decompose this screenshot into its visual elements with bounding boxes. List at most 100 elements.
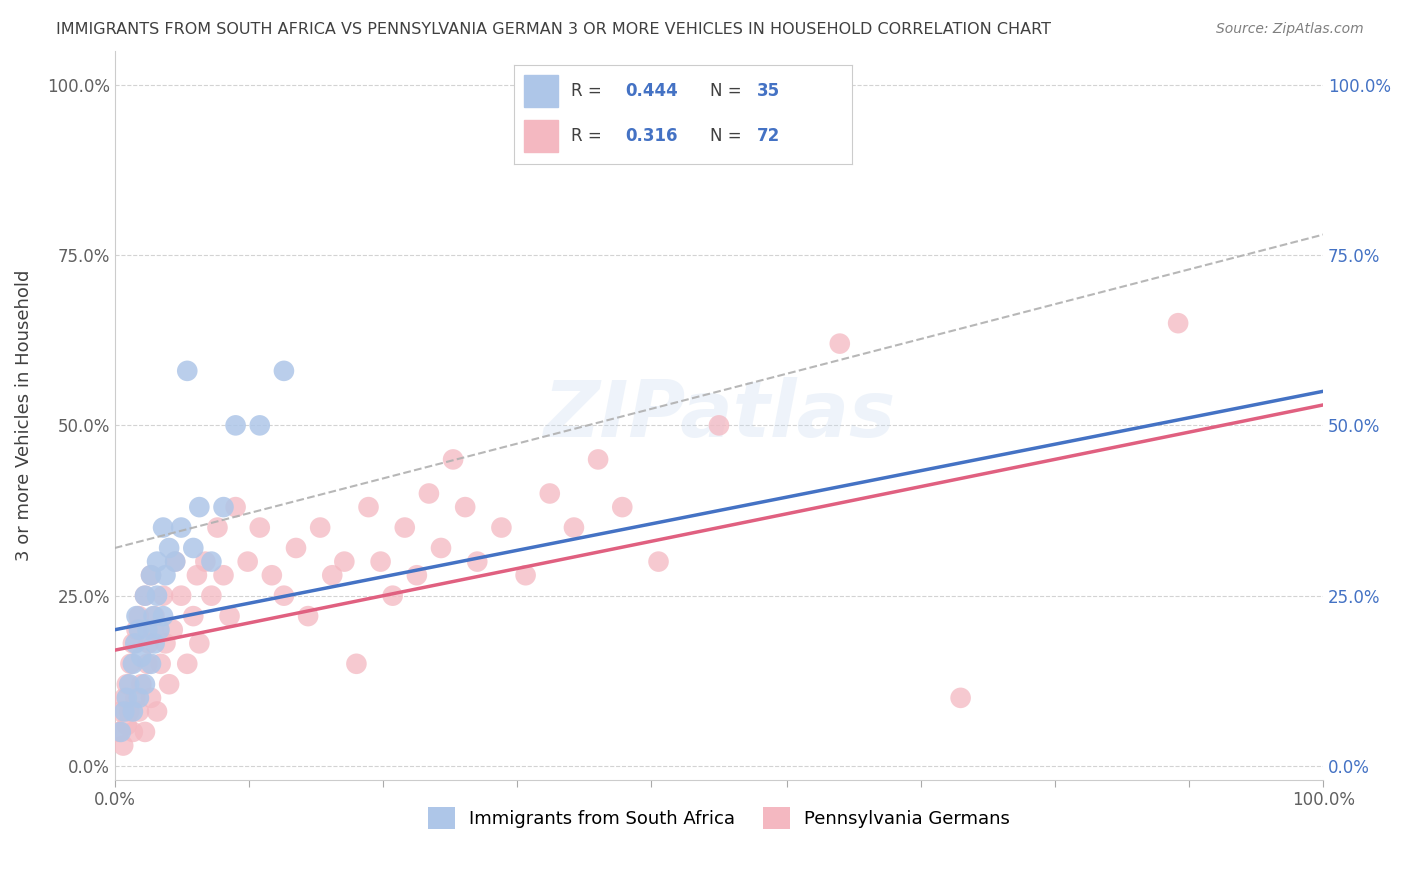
Point [1167,316,1189,330]
Point [128,690,150,705]
Point [647,555,669,569]
Point [152,520,174,534]
Point [188,500,211,515]
Point [149,657,172,671]
Point [122,725,145,739]
Point [273,589,295,603]
Y-axis label: 3 or more Vehicles in Household: 3 or more Vehicles in Household [15,269,32,561]
Point [186,568,208,582]
Point [218,609,240,624]
Point [333,555,356,569]
Point [249,418,271,433]
Point [418,486,440,500]
Point [152,609,174,624]
Point [134,677,156,691]
Point [138,636,160,650]
Point [122,705,145,719]
Point [949,690,972,705]
Point [157,541,180,555]
Point [112,690,135,705]
Point [828,336,851,351]
Point [162,623,184,637]
Text: Source: ZipAtlas.com: Source: ZipAtlas.com [1216,22,1364,37]
Point [115,690,138,705]
Point [285,541,308,555]
Point [346,657,368,671]
Point [131,650,153,665]
Point [165,555,187,569]
Point [143,609,166,624]
Point [125,623,148,637]
Point [562,520,585,534]
Point [181,609,204,624]
Point [128,623,150,637]
Point [381,589,404,603]
Point [176,657,198,671]
Point [139,568,162,582]
Point [465,555,488,569]
Point [128,609,150,624]
Point [207,520,229,534]
Point [110,705,132,719]
Point [146,589,169,603]
Point [515,568,537,582]
Point [125,609,148,624]
Point [212,500,235,515]
Point [122,636,145,650]
Point [170,520,193,534]
Point [212,568,235,582]
Point [134,589,156,603]
Point [309,520,332,534]
Point [157,677,180,691]
Point [200,555,222,569]
Point [260,568,283,582]
Point [165,555,187,569]
Point [454,500,477,515]
Point [139,657,162,671]
Point [139,568,162,582]
Point [124,690,146,705]
Point [115,718,138,732]
Point [236,555,259,569]
Point [128,705,150,719]
Legend: Immigrants from South Africa, Pennsylvania Germans: Immigrants from South Africa, Pennsylvan… [420,800,1017,836]
Point [131,677,153,691]
Point [194,555,217,569]
Point [200,589,222,603]
Point [122,657,145,671]
Point [249,520,271,534]
Point [176,364,198,378]
Point [142,609,165,624]
Point [538,486,561,500]
Point [136,657,159,671]
Point [139,690,162,705]
Point [118,677,141,691]
Point [124,636,146,650]
Point [148,623,170,637]
Point [143,636,166,650]
Point [142,623,165,637]
Text: ZIPatlas: ZIPatlas [543,377,896,453]
Point [112,739,135,753]
Point [120,657,142,671]
Point [188,636,211,650]
Point [707,418,730,433]
Point [225,500,247,515]
Point [370,555,392,569]
Point [273,364,295,378]
Point [134,589,156,603]
Text: IMMIGRANTS FROM SOUTH AFRICA VS PENNSYLVANIA GERMAN 3 OR MORE VEHICLES IN HOUSEH: IMMIGRANTS FROM SOUTH AFRICA VS PENNSYLV… [56,22,1052,37]
Point [394,520,416,534]
Point [225,418,247,433]
Point [441,452,464,467]
Point [152,589,174,603]
Point [118,705,141,719]
Point [146,555,169,569]
Point [297,609,319,624]
Point [155,568,177,582]
Point [181,541,204,555]
Point [110,725,132,739]
Point [612,500,634,515]
Point [586,452,609,467]
Point [112,705,135,719]
